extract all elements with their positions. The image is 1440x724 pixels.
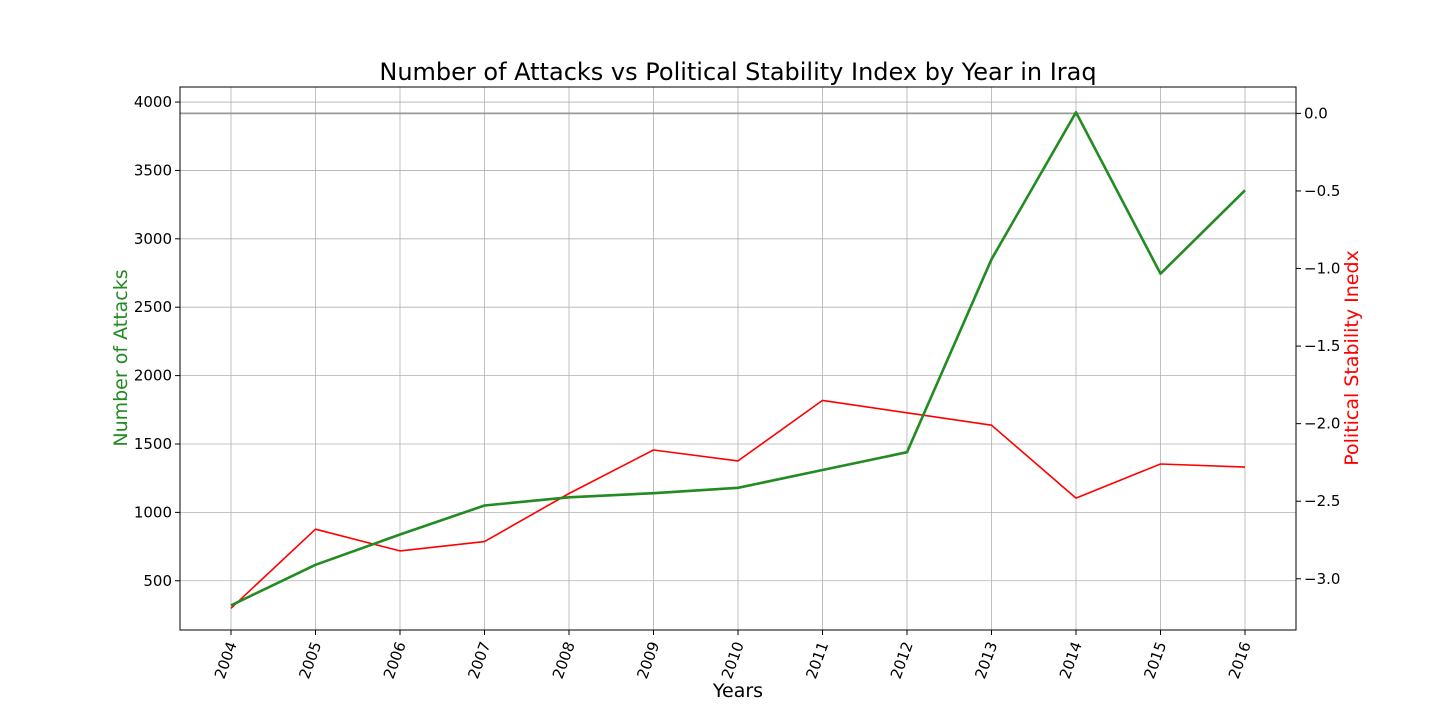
y-tick-label: 2000 xyxy=(134,367,172,385)
x-axis-title: Years xyxy=(712,680,763,702)
y-tick-label: 2500 xyxy=(134,298,172,316)
x-tick-label: 2010 xyxy=(718,639,748,681)
x-tick-label: 2012 xyxy=(887,639,917,681)
y2-tick-label: −2.5 xyxy=(1304,492,1340,510)
y2-tick-label: −1.5 xyxy=(1304,337,1340,355)
x-tick-label: 2006 xyxy=(380,639,410,681)
y2-tick-label: 0.0 xyxy=(1304,104,1328,122)
y-tick-label: 4000 xyxy=(134,93,172,111)
y-tick-label: 1500 xyxy=(134,435,172,453)
x-tick-label: 2008 xyxy=(549,639,579,681)
x-tick-label: 2015 xyxy=(1140,639,1170,681)
y2-tick-label: −2.0 xyxy=(1304,415,1340,433)
x-tick-label: 2014 xyxy=(1056,639,1086,681)
y2-tick-label: −0.5 xyxy=(1304,182,1340,200)
x-tick-label: 2013 xyxy=(971,639,1001,681)
y-tick-label: 3500 xyxy=(134,161,172,179)
grid-layer xyxy=(180,87,1296,630)
y2-axis-title: Political Stability Inedx xyxy=(1341,250,1363,466)
x-tick-label: 2016 xyxy=(1225,639,1255,681)
y2-tick-label: −1.0 xyxy=(1304,260,1340,278)
x-tick-label: 2004 xyxy=(211,639,241,681)
y-tick-label: 500 xyxy=(143,572,172,590)
ticks-layer: 2004 2005 2006 2007 2008 2009 2010 2011 2012 2013… xyxy=(134,93,1341,681)
x-tick-label: 2011 xyxy=(802,639,832,681)
y-tick-label: 1000 xyxy=(134,503,172,521)
y2-tick-label: −3.0 xyxy=(1304,570,1340,588)
chart-title: Number of Attacks vs Political Stability… xyxy=(379,58,1096,86)
y-axis-title: Number of Attacks xyxy=(110,269,132,446)
x-tick-label: 2005 xyxy=(295,639,325,681)
x-tick-label: 2007 xyxy=(464,639,494,681)
x-tick-label: 2009 xyxy=(633,639,663,681)
y-tick-label: 3000 xyxy=(134,230,172,248)
